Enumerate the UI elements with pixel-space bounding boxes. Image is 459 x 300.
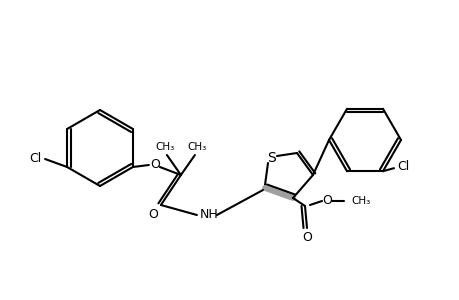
Text: Cl: Cl (396, 160, 408, 173)
Text: CH₃: CH₃ (350, 196, 369, 206)
Text: O: O (148, 208, 157, 221)
Text: O: O (302, 232, 311, 244)
Text: S: S (267, 151, 276, 165)
Text: NH: NH (199, 208, 218, 221)
Text: CH₃: CH₃ (155, 142, 174, 152)
Text: CH₃: CH₃ (187, 142, 206, 152)
Text: O: O (150, 158, 159, 172)
Text: O: O (321, 194, 331, 208)
Text: Cl: Cl (29, 152, 41, 164)
